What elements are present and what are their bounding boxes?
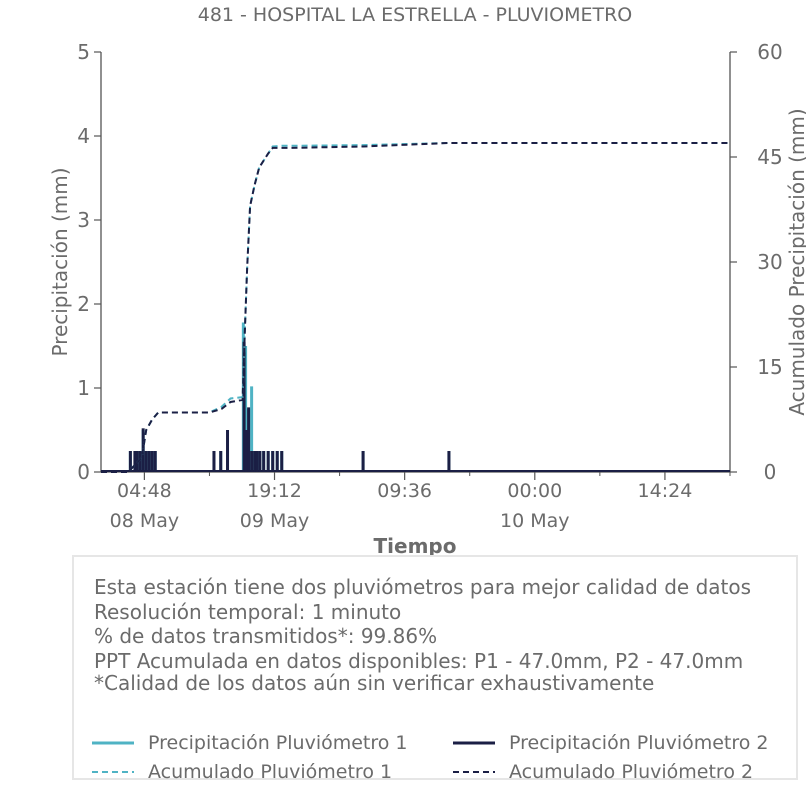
right-y-tick-label: 60 (757, 40, 782, 64)
right-y-ticks: 0 15 30 45 60 (730, 40, 783, 484)
precipitation-chart: 481 - HOSPITAL LA ESTRELLA - PLUVIOMETRO… (48, 4, 806, 558)
y-axis-label-left: Precipitación (mm) (48, 167, 72, 356)
x-date-label: 09 May (240, 510, 310, 532)
x-tick-label: 19:12 (247, 480, 302, 502)
left-y-tick-label: 4 (77, 124, 90, 148)
left-y-tick-label: 5 (77, 40, 90, 64)
left-y-tick-label: 0 (77, 460, 90, 484)
right-y-tick-label: 30 (757, 250, 782, 274)
right-y-tick-label: 45 (757, 145, 782, 169)
legend-swatch-dashed-navy (453, 771, 495, 773)
left-y-tick-label: 3 (77, 208, 90, 232)
series-line-acumulado-pluviometro-1 (101, 142, 730, 473)
right-y-tick-label: 0 (764, 460, 777, 484)
info-accumulated-ppt: PPT Acumulada en datos disponibles: P1 -… (94, 649, 744, 673)
right-y-tick-label: 15 (757, 355, 782, 379)
x-tick-label: 14:24 (638, 480, 693, 502)
info-resolution: Resolución temporal: 1 minuto (94, 600, 402, 624)
chart-axes (100, 52, 731, 473)
x-tick-label: 09:36 (377, 480, 432, 502)
info-stations-note: Esta estación tiene dos pluviómetros par… (94, 575, 752, 599)
series-line-acumulado-pluviometro-2 (101, 142, 730, 473)
legend-label: Acumulado Pluviómetro 1 (148, 761, 393, 783)
x-axis-label: Tiempo (374, 534, 457, 558)
info-quality-note: *Calidad de los datos aún sin verificar … (94, 671, 655, 695)
left-y-ticks: 0 1 2 3 4 5 (77, 40, 101, 484)
y-axis-label-right: Acumulado Precipitación (mm) (785, 108, 806, 415)
legend-label: Precipitación Pluviómetro 2 (509, 732, 769, 754)
info-transmitted-pct: % de datos transmitidos*: 99.86% (94, 624, 438, 648)
chart-title: 481 - HOSPITAL LA ESTRELLA - PLUVIOMETRO (198, 4, 633, 26)
legend-swatch-dashed-teal (92, 771, 134, 773)
legend-swatch-solid-navy (453, 741, 495, 745)
legend-label: Precipitación Pluviómetro 1 (148, 732, 408, 754)
x-ticks: 04:48 08 May 19:12 09 May 09:36 00:00 10 May 14… (110, 472, 731, 532)
x-tick-label: 04:48 (117, 480, 172, 502)
plot-area (101, 142, 730, 473)
x-date-label: 10 May (500, 510, 570, 532)
left-y-tick-label: 2 (77, 292, 90, 316)
x-tick-label: 00:00 (507, 480, 562, 502)
legend-swatch-solid-teal (92, 741, 134, 745)
legend-label: Acumulado Pluviómetro 2 (509, 761, 754, 783)
x-date-label: 08 May (110, 510, 180, 532)
info-legend-box: Esta estación tiene dos pluviómetros par… (72, 555, 798, 783)
left-y-tick-label: 1 (77, 376, 90, 400)
